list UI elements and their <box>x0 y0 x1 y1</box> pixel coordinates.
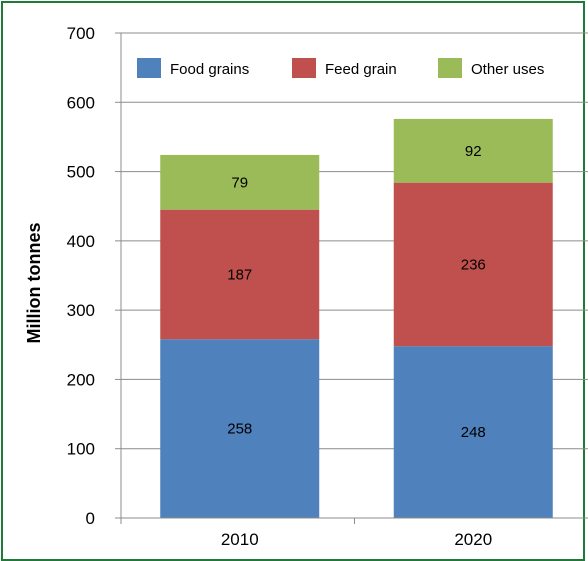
axes <box>115 32 588 524</box>
x-tick-labels: 2010 2020 <box>221 530 492 549</box>
bar-segment <box>160 154 320 210</box>
legend-swatch <box>292 58 316 78</box>
data-label: 92 <box>465 143 482 160</box>
y-tick-label: 0 <box>86 509 95 528</box>
y-tick-label: 200 <box>67 370 95 389</box>
y-tick-labels: 0 100 200 300 400 500 600 700 <box>67 24 95 528</box>
bar-segment <box>393 118 553 183</box>
y-tick-label: 600 <box>67 93 95 112</box>
y-tick-label: 700 <box>67 24 95 43</box>
bar-segment <box>160 209 320 340</box>
y-axis-title: Million tonnes <box>24 223 44 344</box>
data-label: 258 <box>227 421 252 438</box>
legend-label: Feed grain <box>325 61 397 78</box>
bar-segment <box>393 182 553 347</box>
data-label: 248 <box>461 424 486 441</box>
legend-swatch <box>438 58 462 78</box>
data-label: 236 <box>461 256 486 273</box>
y-tick-label: 500 <box>67 163 95 182</box>
y-tick-label: 100 <box>67 440 95 459</box>
legend: Food grains Feed grain Other uses <box>128 49 580 87</box>
legend-box <box>128 49 580 87</box>
x-tick-label: 2020 <box>454 530 492 549</box>
x-tick-label: 2010 <box>221 530 259 549</box>
y-tick-label: 400 <box>67 232 95 251</box>
data-label: 187 <box>227 266 252 283</box>
legend-label: Food grains <box>170 61 249 78</box>
legend-swatch <box>137 58 161 78</box>
bar-segment <box>393 346 553 518</box>
data-label: 79 <box>231 174 248 191</box>
legend-label: Other uses <box>471 61 544 78</box>
bars: 258 187 79 248 236 92 <box>160 118 553 518</box>
bar-segment <box>160 339 320 518</box>
y-tick-label: 300 <box>67 301 95 320</box>
